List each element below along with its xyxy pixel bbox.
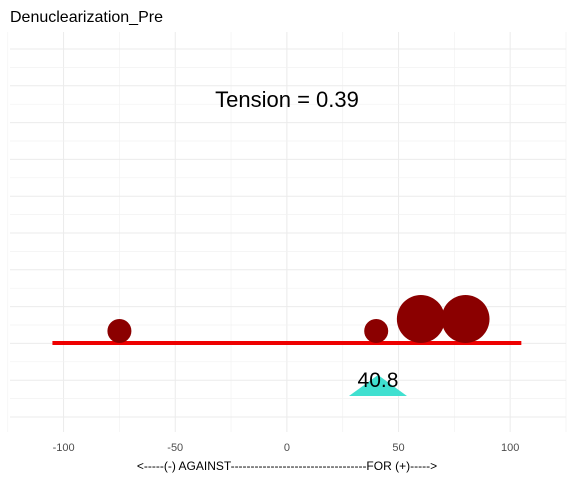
data-point: [107, 319, 132, 343]
tension-annotation: Tension = 0.39: [215, 87, 359, 112]
data-point: [441, 295, 490, 343]
x-tick-label: 100: [501, 442, 519, 454]
grid: [7, 32, 567, 432]
x-tick-label: -50: [167, 442, 183, 454]
x-axis-ticks: -100 -50 0 50 100: [53, 442, 520, 454]
x-tick-label: -100: [53, 442, 75, 454]
position-marker-triangle: [348, 375, 407, 396]
x-axis-title: <-----(-) AGAINST-----------------------…: [137, 459, 437, 473]
data-point: [396, 295, 445, 343]
position-marker-label: 40.8: [358, 369, 399, 392]
x-tick-label: 0: [284, 442, 290, 454]
x-tick-label: 50: [392, 442, 404, 454]
points: [107, 295, 490, 343]
data-point: [364, 319, 389, 343]
chart-title: Denuclearization_Pre: [10, 9, 163, 26]
